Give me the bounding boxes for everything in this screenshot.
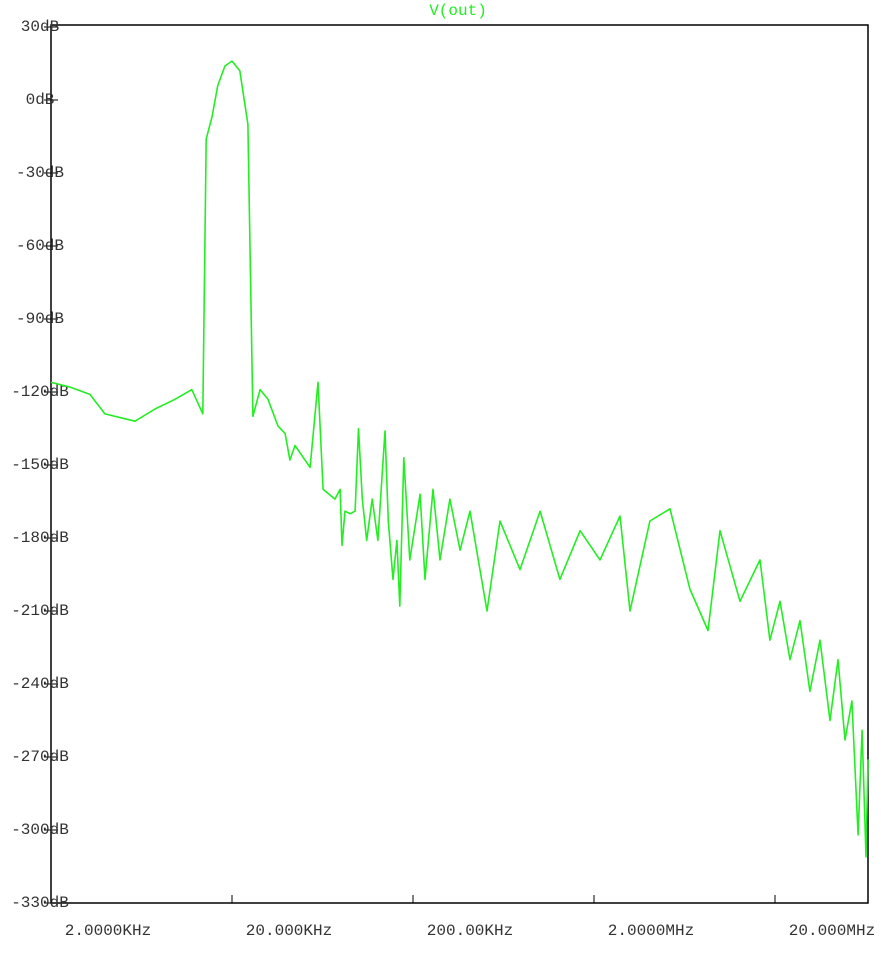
y-tick-label: -300dB [11,821,69,839]
x-tick-label: 20.000MHz [789,922,875,940]
chart-title: V(out) [429,2,487,20]
y-tick-label: -240dB [11,675,69,693]
x-tick-label: 200.00KHz [427,922,513,940]
y-tick-label: -150dB [11,456,69,474]
y-tick-label: -210dB [11,602,69,620]
y-tick-label: -330dB [11,894,69,912]
plot-frame [50,24,869,904]
x-tick-label: 2.0000MHz [608,922,694,940]
x-tick-label: 20.000KHz [246,922,332,940]
series-line [50,60,869,858]
y-tick-label: 30dB [21,18,59,36]
y-tick-label: -120dB [11,383,69,401]
y-tick-label: -60dB [16,237,64,255]
y-tick-label: -180dB [11,529,69,547]
y-tick-label: -270dB [11,748,69,766]
x-tick-label: 2.0000KHz [65,922,151,940]
y-tick-label: -90dB [16,310,64,328]
y-tick-label: 0dB [26,91,55,109]
y-tick-label: -30dB [16,164,64,182]
